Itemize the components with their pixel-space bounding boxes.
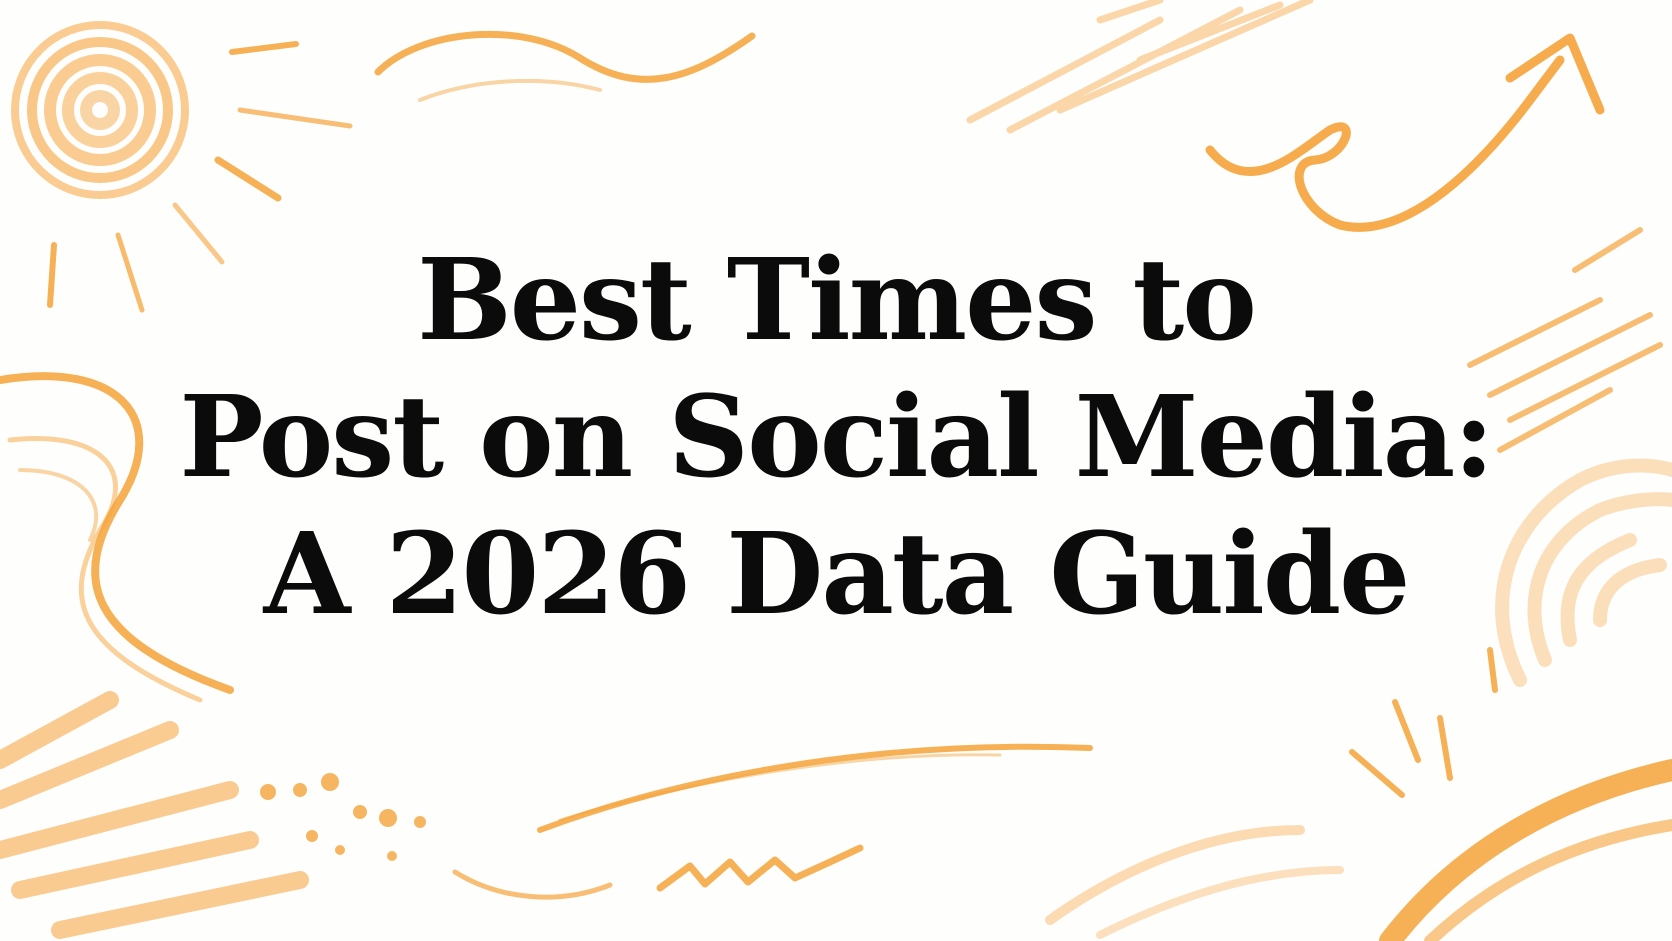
title-line-3: A 2026 Data Guide: [263, 509, 1411, 640]
sun-doodle-icon: [11, 21, 353, 313]
curved-arrow-icon: [1205, 33, 1605, 232]
title-line-1: Best Times to: [417, 235, 1257, 366]
bottom-left-scribble: [0, 691, 309, 939]
left-wave-doodle: [0, 372, 234, 703]
hatch-strokes-top: [966, 0, 1314, 134]
bottom-zigzag: [656, 844, 864, 892]
right-blob-doodle: [1495, 458, 1672, 687]
bottom-swoosh: [537, 743, 1093, 833]
bottom-right-swoosh: [1045, 759, 1672, 941]
title-line-2: Post on Social Media:: [179, 372, 1494, 503]
top-squiggle: [374, 30, 756, 83]
hatch-strokes-right: [1467, 227, 1663, 453]
dot-cluster: [260, 773, 426, 861]
right-ticks: [1349, 647, 1498, 798]
page-title: Best Times to Post on Social Media: A 20…: [0, 232, 1672, 643]
